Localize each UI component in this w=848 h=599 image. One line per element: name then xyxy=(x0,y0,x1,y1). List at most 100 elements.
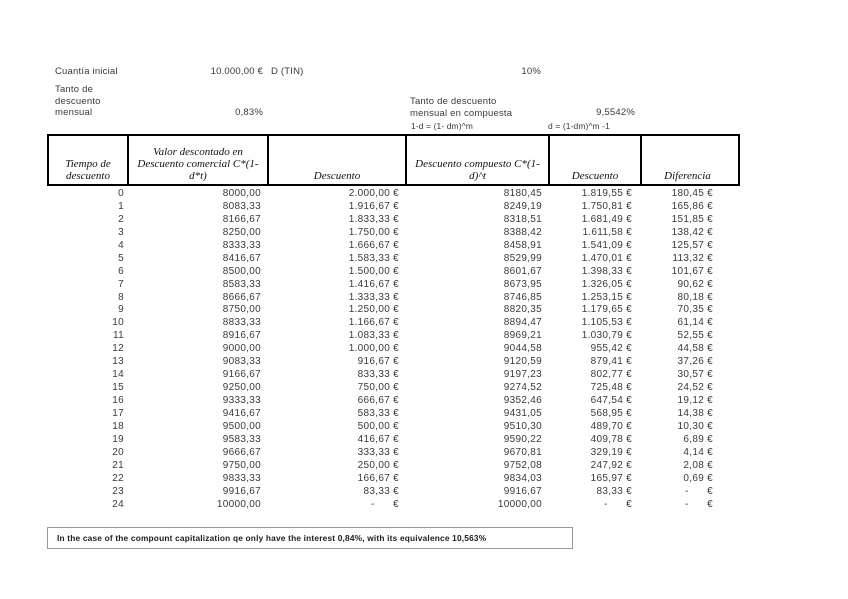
table-cell: 9916,67 xyxy=(222,485,261,497)
table-row: 6 8500,00 1.500,00 € 8601,67 1.398,33 € 101,6… xyxy=(49,266,738,279)
table-cell: 583,33 € xyxy=(357,407,399,419)
table-cell: 30,57 € xyxy=(677,369,713,381)
table-cell: 9916,67 xyxy=(503,485,542,497)
table-cell: 1.105,53 € xyxy=(581,317,632,329)
column-header-descuento-compuesto: Descuento compuesto C*(1-d)^t xyxy=(405,136,548,184)
table-cell: 10000,00 xyxy=(497,498,542,510)
tanto-compuesta-label: Tanto de descuento mensual en compuesta xyxy=(410,96,513,119)
table-cell: 329,19 € xyxy=(590,446,632,458)
table-cell: 1.416,67 € xyxy=(348,278,399,290)
table-header-row: Tiempo de descuento Valor descontado en … xyxy=(47,134,740,186)
table-cell: 1.819,55 € xyxy=(581,188,632,199)
table-cell: 1.916,67 € xyxy=(348,200,399,212)
table-cell: 833,33 € xyxy=(357,369,399,381)
table-cell: - € xyxy=(685,485,713,497)
table-cell: 24,52 € xyxy=(677,382,713,394)
table-cell: 1.611,58 € xyxy=(582,226,632,238)
table-cell: 9666,67 xyxy=(222,446,261,458)
table-row: 7 8583,33 1.416,67 € 8673,95 1.326,05 € 90,62… xyxy=(49,279,738,292)
table-row: 4 8333,33 1.666,67 € 8458,91 1.541,09 € 125,5… xyxy=(49,240,738,253)
table-cell: 9670,81 xyxy=(503,446,542,458)
table-cell: 20 xyxy=(112,446,124,458)
table-cell: 1.833,33 € xyxy=(348,213,399,225)
table-cell: 17 xyxy=(112,407,124,419)
table-cell: 489,70 € xyxy=(590,420,632,432)
table-cell: 19,12 € xyxy=(677,395,713,406)
table-cell: 2 xyxy=(118,213,124,225)
table-row: 18 9500,00 500,00 € 9510,30 489,70 € 10,30 € xyxy=(49,421,738,434)
table-cell: 83,33 € xyxy=(363,485,399,497)
table-cell: 955,42 € xyxy=(590,343,632,355)
table-cell: 1.681,49 € xyxy=(581,213,632,225)
table-cell: 9 xyxy=(118,304,124,316)
table-cell: 8529,99 xyxy=(503,252,542,264)
table-row: 10 8833,33 1.166,67 € 8894,47 1.105,53 € 61,1… xyxy=(49,317,738,330)
table-cell: 1.166,67 € xyxy=(348,317,399,329)
table-cell: 8250,00 xyxy=(222,226,261,238)
table-cell: 61,14 € xyxy=(677,317,713,329)
formula-1: 1-d = (1- dm)^m xyxy=(411,121,473,131)
table-row: 3 8250,00 1.750,00 € 8388,42 1.611,58 € 138,4… xyxy=(49,227,738,240)
table-cell: 9120,59 xyxy=(503,356,542,368)
table-cell: 9352,46 xyxy=(503,395,542,406)
tanto-descuento-mensual-value: 0,83% xyxy=(235,107,263,118)
table-cell: 9583,33 xyxy=(222,433,261,445)
table-cell: 1 xyxy=(118,200,124,212)
table-cell: 165,97 € xyxy=(590,472,632,484)
table-cell: 18 xyxy=(112,420,124,432)
table-cell: 0 xyxy=(118,188,124,199)
table-row: 17 9416,67 583,33 € 9431,05 568,95 € 14,38 € xyxy=(49,408,738,421)
table-cell: 83,33 € xyxy=(596,485,632,497)
table-cell: 8416,67 xyxy=(222,252,261,264)
table-cell: 10000,00 xyxy=(216,498,261,510)
table-cell: 8333,33 xyxy=(222,239,261,251)
table-cell: 9431,05 xyxy=(503,407,542,419)
table-cell: 151,85 € xyxy=(671,213,713,225)
cuantia-inicial-value: 10.000,00 € xyxy=(210,66,263,77)
table-row: 19 9583,33 416,67 € 9590,22 409,78 € 6,89 € xyxy=(49,434,738,447)
column-header-descuento-2: Descuento xyxy=(548,136,640,184)
table-cell: - € xyxy=(604,498,632,510)
table-cell: 19 xyxy=(112,433,124,445)
column-header-descuento-1: Descuento xyxy=(267,136,405,184)
discount-table: Tiempo de descuento Valor descontado en … xyxy=(47,134,740,511)
table-row: 9 8750,00 1.250,00 € 8820,35 1.179,65 € 70,35… xyxy=(49,304,738,317)
table-cell: 1.253,15 € xyxy=(581,291,632,303)
table-cell: 125,57 € xyxy=(671,239,713,251)
table-cell: 113,32 € xyxy=(672,252,713,264)
table-row: 24 10000,00 - € 10000,00 - € - € xyxy=(49,499,738,512)
table-cell: 2.000,00 € xyxy=(348,188,399,199)
note-text: In the case of the compount capitalizati… xyxy=(57,533,487,543)
table-cell: 802,77 € xyxy=(590,369,632,381)
table-row: 2 8166,67 1.833,33 € 8318,51 1.681,49 € 151,8… xyxy=(49,214,738,227)
table-cell: 6,89 € xyxy=(683,433,713,445)
table-cell: 8916,67 xyxy=(222,330,261,342)
table-cell: 9510,30 xyxy=(503,420,542,432)
table-cell: 7 xyxy=(118,278,124,290)
table-cell: 23 xyxy=(112,485,124,497)
table-cell: 1.398,33 € xyxy=(581,265,632,277)
table-cell: 6 xyxy=(118,265,124,277)
table-cell: 4 xyxy=(118,239,124,251)
table-cell: 12 xyxy=(112,343,124,355)
table-cell: 725,48 € xyxy=(590,382,632,394)
table-cell: 879,41 € xyxy=(590,356,632,368)
table-cell: 8601,67 xyxy=(503,265,542,277)
table-row: 15 9250,00 750,00 € 9274,52 725,48 € 24,52 € xyxy=(49,382,738,395)
table-cell: - € xyxy=(371,498,399,510)
table-row: 21 9750,00 250,00 € 9752,08 247,92 € 2,08 € xyxy=(49,460,738,473)
table-cell: 1.000,00 € xyxy=(348,343,399,355)
table-cell: 165,86 € xyxy=(671,200,713,212)
table-cell: 1.750,81 € xyxy=(581,200,632,212)
table-row: 8 8666,67 1.333,33 € 8746,85 1.253,15 € 80,18… xyxy=(49,292,738,305)
table-cell: 37,26 € xyxy=(677,356,713,368)
table-row: 20 9666,67 333,33 € 9670,81 329,19 € 4,14 € xyxy=(49,447,738,460)
table-cell: 1.541,09 € xyxy=(581,239,632,251)
table-cell: 11 xyxy=(113,330,124,342)
table-row: 23 9916,67 83,33 € 9916,67 83,33 € - € xyxy=(49,486,738,499)
table-cell: 1.083,33 € xyxy=(348,330,399,342)
table-cell: 8000,00 xyxy=(222,188,261,199)
table-cell: 5 xyxy=(118,252,124,264)
table-cell: 916,67 € xyxy=(357,356,399,368)
